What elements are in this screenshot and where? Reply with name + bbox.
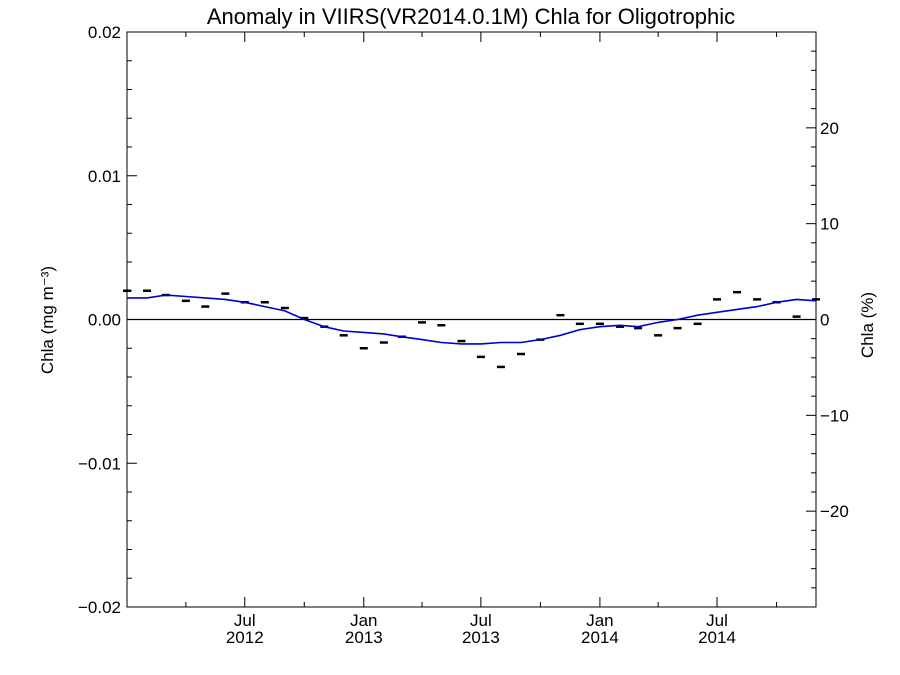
y-tick-label: 0.01 <box>88 167 121 186</box>
x-tick-month-label: Jan <box>586 611 613 630</box>
x-tick-year-label: 2013 <box>345 628 383 647</box>
y-tick-label: −0.02 <box>78 598 121 617</box>
y-tick-label: 0.00 <box>88 311 121 330</box>
y2-axis-label: Chla (%) <box>858 292 877 358</box>
series-layer <box>123 289 820 369</box>
x-tick-month-label: Jan <box>350 611 377 630</box>
x-tick-month-label: Jul <box>470 611 492 630</box>
left-y-axis: −0.02 −0.01 0.00 0.01 0.02 <box>78 23 137 617</box>
y2-tick-label: 20 <box>820 119 839 138</box>
chart-title: Anomaly in VIIRS(VR2014.0.1M) Chla for O… <box>207 4 735 29</box>
y2-tick-label: 10 <box>820 215 839 234</box>
x-tick-month-label: Jul <box>706 611 728 630</box>
y2-tick-label: −10 <box>820 406 849 425</box>
y2-tick-label: 0 <box>820 311 829 330</box>
y-tick-label: 0.02 <box>88 23 121 42</box>
y2-tick-label: −20 <box>820 502 849 521</box>
y-tick-label: −0.01 <box>78 454 121 473</box>
smoothed-anomaly-line <box>127 294 817 345</box>
x-tick-year-label: 2014 <box>581 628 619 647</box>
x-tick-year-label: 2012 <box>226 628 264 647</box>
x-tick-month-label: Jul <box>234 611 256 630</box>
right-y-axis: −20 −10 0 10 20 <box>806 31 849 608</box>
x-tick-year-label: 2014 <box>698 628 736 647</box>
y-axis-label: Chla (mg m⁻³) <box>38 266 57 374</box>
x-tick-year-label: 2013 <box>462 628 500 647</box>
